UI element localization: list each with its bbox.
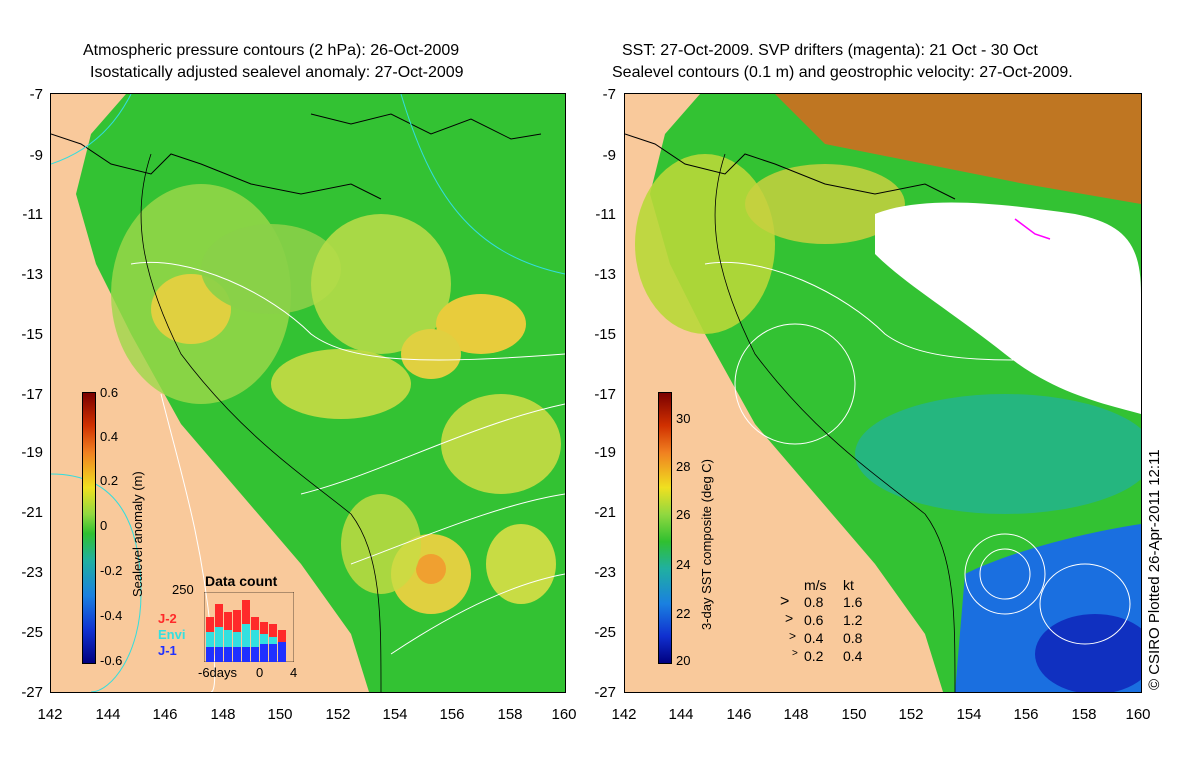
left-x-tick: 144 — [95, 706, 121, 723]
left-y-tick: -19 — [21, 444, 43, 461]
velocity-row-kt: 0.4 — [843, 648, 863, 664]
sealevel-tick: 0.2 — [100, 473, 119, 488]
left-y-tick: -9 — [29, 147, 43, 164]
right-y-tick: -25 — [594, 624, 616, 641]
left-x-tick: 156 — [439, 706, 465, 723]
left-y-tick: -17 — [21, 386, 43, 403]
velocity-unit-kt: kt — [843, 577, 854, 593]
sst-tick: 30 — [676, 411, 691, 426]
left-y-tick: -13 — [21, 266, 43, 283]
velocity-row-ms: 0.4 — [804, 630, 824, 646]
right-title-line2: Sealevel contours (0.1 m) and geostrophi… — [612, 64, 1073, 81]
sst-map — [624, 93, 1142, 693]
velocity-row-ms: 0.6 — [804, 612, 824, 628]
left-x-tick: 154 — [382, 706, 408, 723]
data-count-xlabel-zero: 0 — [256, 665, 264, 680]
data-count-xlabel-end: 4 — [290, 665, 298, 680]
right-x-tick: 144 — [668, 706, 694, 723]
velocity-row-ms: 0.8 — [804, 594, 824, 610]
right-title-line1: SST: 27-Oct-2009. SVP drifters (magenta)… — [622, 42, 1038, 59]
right-y-tick: -9 — [602, 147, 616, 164]
right-y-tick: -19 — [594, 444, 616, 461]
right-x-tick: 152 — [898, 706, 924, 723]
sealevel-tick: 0 — [100, 518, 108, 533]
data-count-histogram — [203, 591, 295, 663]
data-count-title: Data count — [205, 573, 278, 589]
sealevel-tick: 0.6 — [100, 385, 119, 400]
left-y-tick: -21 — [21, 504, 43, 521]
sst-colorbar — [658, 392, 672, 664]
right-y-tick: -7 — [602, 86, 616, 103]
right-y-tick: -21 — [594, 504, 616, 521]
left-y-tick: -27 — [21, 684, 43, 701]
right-y-tick: -17 — [594, 386, 616, 403]
right-x-tick: 160 — [1125, 706, 1151, 723]
left-y-tick: -15 — [21, 326, 43, 343]
velocity-arrow-icon: > — [792, 648, 798, 659]
velocity-arrow-icon: > — [780, 593, 790, 610]
data-count-legend-envi: Envi — [158, 627, 186, 642]
right-y-tick: -11 — [595, 206, 616, 223]
left-x-tick: 160 — [551, 706, 577, 723]
sealevel-tick: -0.6 — [100, 653, 123, 668]
right-x-tick: 156 — [1013, 706, 1039, 723]
velocity-unit-ms: m/s — [804, 577, 827, 593]
velocity-row-kt: 1.6 — [843, 594, 863, 610]
velocity-row-kt: 1.2 — [843, 612, 863, 628]
sealevel-colorbar-label: Sealevel anomaly (m) — [130, 471, 145, 597]
right-y-tick: -15 — [594, 326, 616, 343]
sst-colorbar-label: 3-day SST composite (deg C) — [699, 459, 714, 630]
left-x-tick: 158 — [497, 706, 523, 723]
left-x-tick: 152 — [325, 706, 351, 723]
sst-tick: 20 — [676, 653, 691, 668]
sst-tick: 24 — [676, 557, 691, 572]
right-y-tick: -23 — [594, 564, 616, 581]
left-y-tick: -11 — [22, 206, 43, 223]
data-count-stack — [206, 600, 286, 662]
left-x-tick: 146 — [152, 706, 178, 723]
right-x-tick: 158 — [1071, 706, 1097, 723]
velocity-row-ms: 0.2 — [804, 648, 824, 664]
data-count-bars — [203, 591, 295, 663]
sealevel-tick: 0.4 — [100, 429, 119, 444]
credit-text: © CSIRO Plotted 26-Apr-2011 12:11 — [1146, 449, 1163, 690]
right-x-tick: 146 — [726, 706, 752, 723]
data-count-legend-j1: J-1 — [158, 643, 177, 658]
data-count-legend-j2: J-2 — [158, 611, 177, 626]
left-x-tick: 142 — [37, 706, 63, 723]
sealevel-anomaly-map-graphic — [51, 94, 565, 692]
right-x-tick: 142 — [611, 706, 637, 723]
sst-tick: 28 — [676, 459, 691, 474]
left-y-tick: -25 — [21, 624, 43, 641]
sst-map-graphic — [625, 94, 1141, 692]
sealevel-anomaly-map — [50, 93, 566, 693]
right-y-tick: -27 — [594, 684, 616, 701]
left-x-tick: 148 — [210, 706, 236, 723]
sealevel-tick: -0.4 — [100, 608, 123, 623]
right-y-tick: -13 — [594, 266, 616, 283]
velocity-arrow-icon: > — [785, 610, 794, 626]
left-y-tick: -23 — [21, 564, 43, 581]
sst-tick: 22 — [676, 606, 691, 621]
sealevel-tick: -0.2 — [100, 563, 123, 578]
left-title-line1: Atmospheric pressure contours (2 hPa): 2… — [83, 42, 460, 59]
left-x-tick: 150 — [267, 706, 293, 723]
sst-tick: 26 — [676, 507, 691, 522]
sealevel-colorbar — [82, 392, 96, 664]
data-count-max: 250 — [172, 582, 194, 597]
velocity-arrow-icon: > — [789, 629, 797, 643]
velocity-row-kt: 0.8 — [843, 630, 863, 646]
right-x-tick: 150 — [841, 706, 867, 723]
right-x-tick: 154 — [956, 706, 982, 723]
left-title-line2: Isostatically adjusted sealevel anomaly:… — [90, 64, 464, 81]
data-count-xlabel-start: -6days — [198, 665, 238, 680]
right-x-tick: 148 — [783, 706, 809, 723]
left-y-tick: -7 — [29, 86, 43, 103]
